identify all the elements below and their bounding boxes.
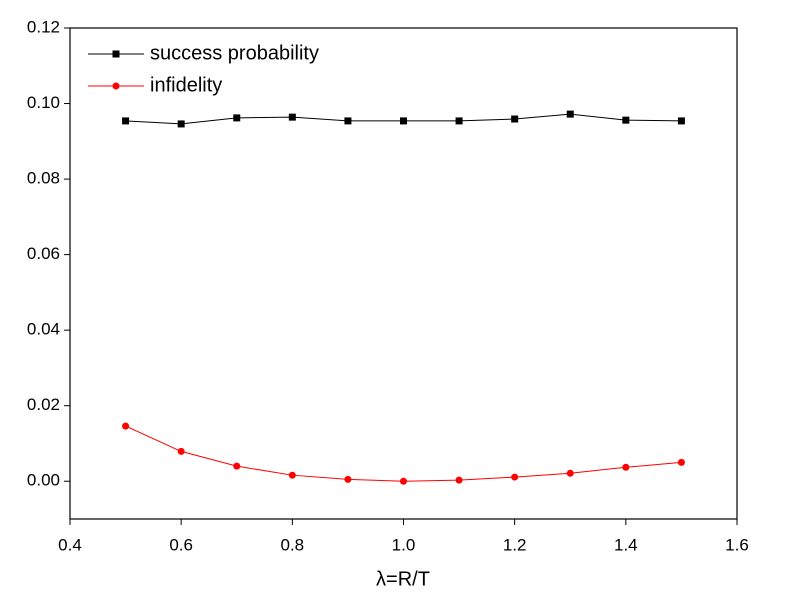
x-tick-label: 1.4 — [614, 535, 638, 554]
x-axis-label: λ=R/T — [376, 568, 430, 590]
legend-label: infidelity — [150, 74, 222, 96]
y-tick-label: 0.06 — [27, 244, 60, 263]
x-tick-label: 1.2 — [503, 535, 527, 554]
data-point — [455, 117, 463, 125]
legend-label: success probability — [150, 42, 319, 64]
x-tick-label: 0.6 — [169, 535, 193, 554]
legend-marker — [112, 50, 120, 58]
x-tick-label: 1.6 — [725, 535, 749, 554]
data-point — [344, 117, 352, 125]
data-point — [288, 113, 296, 121]
data-point — [566, 469, 574, 477]
data-point — [455, 476, 463, 484]
data-point — [122, 117, 130, 125]
data-point — [288, 471, 296, 479]
data-point — [677, 458, 685, 466]
data-point — [400, 117, 407, 125]
data-point — [622, 463, 630, 471]
data-point — [233, 114, 241, 122]
data-point — [177, 120, 185, 128]
data-point — [122, 422, 130, 430]
legend-marker — [112, 82, 120, 90]
data-point — [511, 473, 519, 481]
data-point — [233, 462, 241, 470]
x-tick-label: 1.0 — [392, 535, 416, 554]
data-point — [566, 110, 574, 118]
data-point — [511, 115, 519, 123]
plot-frame — [69, 27, 738, 520]
x-tick-label: 0.4 — [58, 535, 82, 554]
y-tick-label: 0.04 — [27, 320, 60, 339]
series-line — [125, 425, 682, 482]
data-point — [344, 475, 352, 483]
data-point — [677, 117, 685, 125]
data-point — [622, 116, 630, 124]
data-point — [400, 477, 407, 485]
y-tick-label: 0.08 — [27, 169, 60, 188]
y-tick-label: 0.02 — [27, 395, 60, 414]
y-tick-label: 0.10 — [27, 93, 60, 112]
data-point — [177, 447, 185, 455]
y-tick-label: 0.12 — [27, 17, 60, 36]
x-tick-label: 0.8 — [281, 535, 305, 554]
y-tick-label: 0.00 — [27, 471, 60, 490]
